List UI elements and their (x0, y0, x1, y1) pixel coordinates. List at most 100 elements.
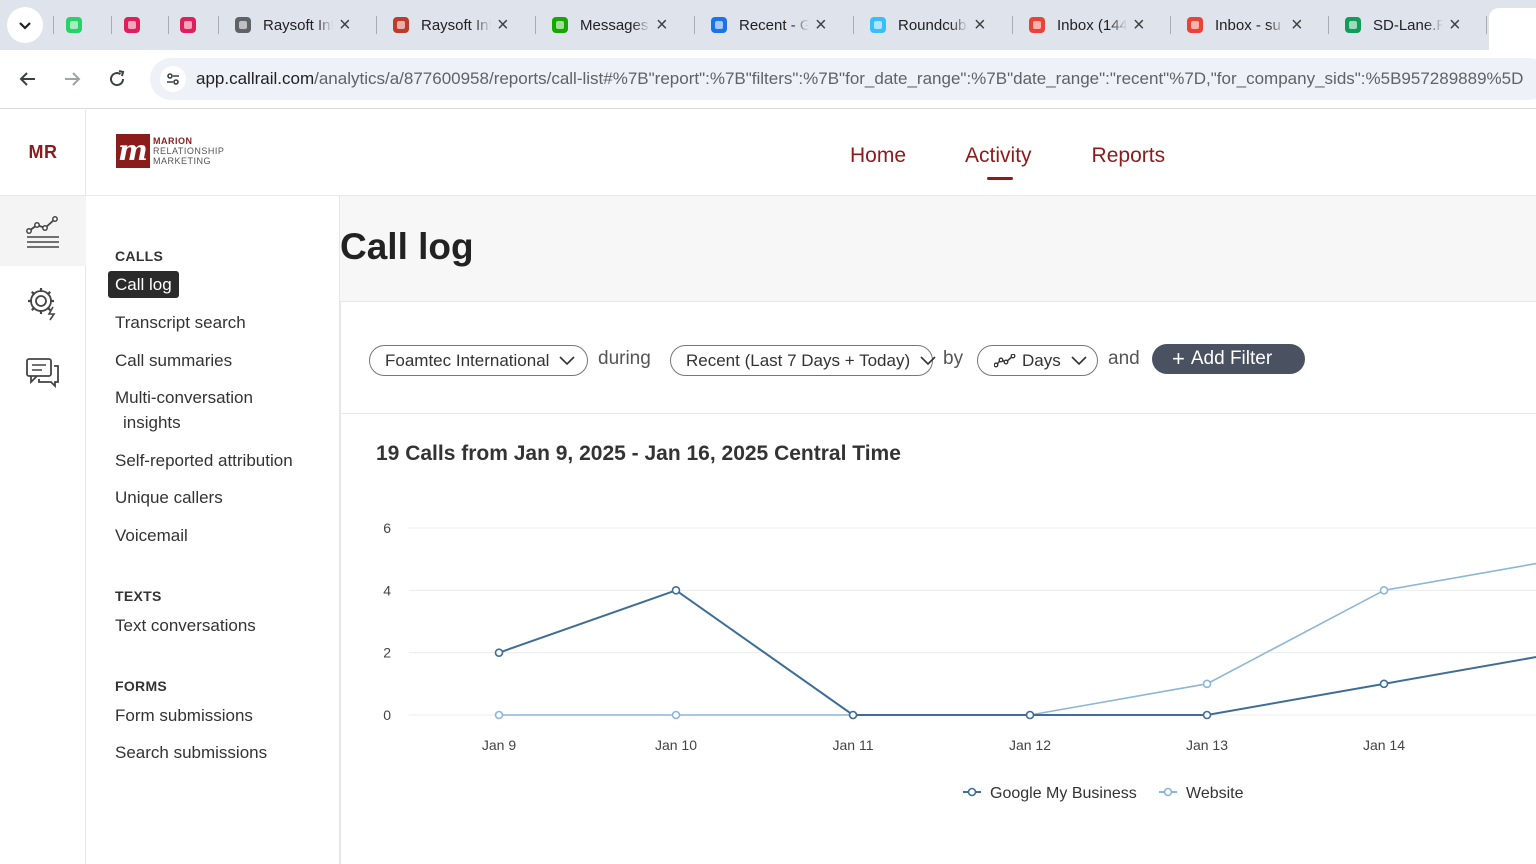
close-icon[interactable]: × (497, 14, 509, 36)
plus-icon: + (1172, 346, 1185, 371)
browser-tab-title: SD-Lane.R (1373, 16, 1443, 34)
conversations-icon (26, 358, 59, 389)
google-sheets-icon (1343, 15, 1363, 35)
during-label: during (598, 348, 651, 369)
browser-tab[interactable]: Recent - G × (709, 0, 827, 50)
url-path: /analytics/a/877600958/reports/call-list… (314, 69, 1524, 88)
sidebar-item-call-log[interactable]: Call log (108, 271, 179, 298)
forward-button[interactable] (55, 62, 89, 96)
sidebar-item-self-reported-attribution[interactable]: Self-reported attribution (115, 451, 293, 470)
nav-activity[interactable]: Activity (965, 144, 1032, 180)
sidebar-item-search-submissions[interactable]: Search submissions (115, 743, 268, 762)
company-logo[interactable]: m MARION RELATIONSHIP MARKETING (116, 134, 224, 168)
legend-swatch-marker (967, 787, 977, 797)
x-tick-label: Jan 10 (655, 737, 697, 753)
whatsapp-icon (64, 15, 84, 35)
calls-line-chart: 0 2 4 6 Jan 9 Jan 10 Jan 11 Jan 12 Jan 13 Jan 14 G… (383, 520, 1536, 802)
active-tab[interactable] (1489, 8, 1536, 50)
browser-tab[interactable]: Roundcub × (868, 0, 986, 50)
company-filter-dropdown[interactable]: Foamtec International (369, 345, 588, 376)
back-button[interactable] (11, 62, 45, 96)
tab-search-button[interactable] (7, 7, 43, 43)
date-range-dropdown[interactable]: Recent (Last 7 Days + Today) (670, 345, 936, 376)
url-text: app.callrail.com/analytics/a/877600958/r… (196, 69, 1523, 89)
forward-arrow-icon (65, 72, 81, 86)
browser-tab[interactable]: Messages × (550, 0, 668, 50)
x-tick-label: Jan 12 (1009, 737, 1051, 753)
section-sidebar: CALLS Call log Transcript search Call su… (86, 196, 340, 864)
close-icon[interactable]: × (1449, 14, 1461, 36)
rail-conversations[interactable] (0, 338, 86, 408)
browser-tab[interactable]: SD-Lane.R × (1343, 0, 1461, 50)
sidebar-item-text-conversations[interactable]: Text conversations (115, 616, 256, 635)
browser-tab[interactable]: Inbox (144 × (1027, 0, 1145, 50)
close-icon[interactable]: × (974, 14, 986, 36)
sidebar-item-transcript-search[interactable]: Transcript search (115, 313, 246, 332)
browser-tab[interactable]: Inbox - su × (1185, 0, 1303, 50)
nav-reports[interactable]: Reports (1091, 144, 1166, 167)
browser-tab-title: Raysoft Inf (421, 16, 491, 34)
browser-tab-title: Inbox - su (1215, 16, 1281, 34)
logo-text: MARION RELATIONSHIP MARKETING (153, 136, 224, 166)
upwork-icon (550, 15, 570, 35)
reload-icon (110, 70, 125, 87)
browser-tab[interactable]: Raysoft Inf × (233, 0, 351, 50)
rail-settings[interactable] (0, 268, 86, 338)
back-arrow-icon (19, 72, 35, 86)
tab-separator (1486, 16, 1487, 34)
tab-separator (1012, 16, 1013, 34)
sidebar-item-multi-conversation-insights-line2[interactable]: insights (123, 413, 181, 432)
x-tick-label: Jan 11 (833, 737, 874, 753)
browser-tab-title: Raysoft Inf (263, 16, 333, 34)
chevron-down-icon (19, 22, 31, 30)
logo-mark: m (116, 134, 150, 168)
tab-separator (53, 16, 54, 34)
data-point (494, 710, 504, 720)
sidebar-item-unique-callers[interactable]: Unique callers (115, 488, 223, 507)
data-point (671, 586, 681, 595)
browser-tab[interactable] (64, 0, 84, 50)
site-info-icon[interactable] (160, 66, 186, 92)
app-icon-rail: MR (0, 110, 86, 864)
add-filter-button[interactable]: + Add Filter (1152, 344, 1305, 374)
data-point (494, 648, 504, 657)
sidebar-item-voicemail[interactable]: Voicemail (115, 526, 188, 545)
close-icon[interactable]: × (339, 14, 351, 36)
close-icon[interactable]: × (656, 14, 668, 36)
legend-label: Google My Business (990, 785, 1137, 802)
raysoft-icon (391, 15, 411, 35)
filter-bar: Foamtec International during Recent (Las… (341, 302, 1536, 414)
close-icon[interactable]: × (1133, 14, 1145, 36)
browser-tab[interactable] (178, 0, 198, 50)
logo-line-2: RELATIONSHIP (153, 146, 225, 156)
sidebar-item-multi-conversation-insights[interactable]: Multi-conversation (115, 388, 253, 407)
browser-toolbar: app.callrail.com/analytics/a/877600958/r… (0, 50, 1536, 109)
nav-home[interactable]: Home (850, 144, 907, 167)
and-label: and (1108, 348, 1140, 369)
y-tick-label: 4 (383, 582, 391, 598)
browser-tab[interactable] (122, 0, 142, 50)
tab-separator (1328, 16, 1329, 34)
y-tick-label: 0 (383, 707, 391, 723)
chart-title: 19 Calls from Jan 9, 2025 - Jan 16, 2025… (376, 442, 901, 465)
user-avatar[interactable]: MR (0, 110, 86, 196)
tab-separator (853, 16, 854, 34)
rail-analytics[interactable] (0, 196, 86, 266)
x-tick-label: Jan 13 (1186, 737, 1228, 753)
tab-separator (376, 16, 377, 34)
analytics-icon (26, 216, 59, 248)
sidebar-item-call-summaries[interactable]: Call summaries (115, 351, 233, 370)
slack-icon (178, 15, 198, 35)
sidebar-item-form-submissions[interactable]: Form submissions (115, 706, 253, 725)
interval-dropdown[interactable]: Days (977, 345, 1098, 376)
close-icon[interactable]: × (815, 14, 827, 36)
data-point (1202, 679, 1212, 689)
close-icon[interactable]: × (1291, 14, 1303, 36)
x-tick-label: Jan 14 (1363, 737, 1405, 753)
address-bar[interactable]: app.callrail.com/analytics/a/877600958/r… (150, 58, 1536, 100)
page-title: Call log (340, 226, 474, 267)
texts-heading: TEXTS (115, 588, 162, 604)
browser-tab[interactable]: Raysoft Inf × (391, 0, 509, 50)
browser-tab-title: Messages (580, 16, 649, 34)
reload-button[interactable] (100, 62, 134, 96)
